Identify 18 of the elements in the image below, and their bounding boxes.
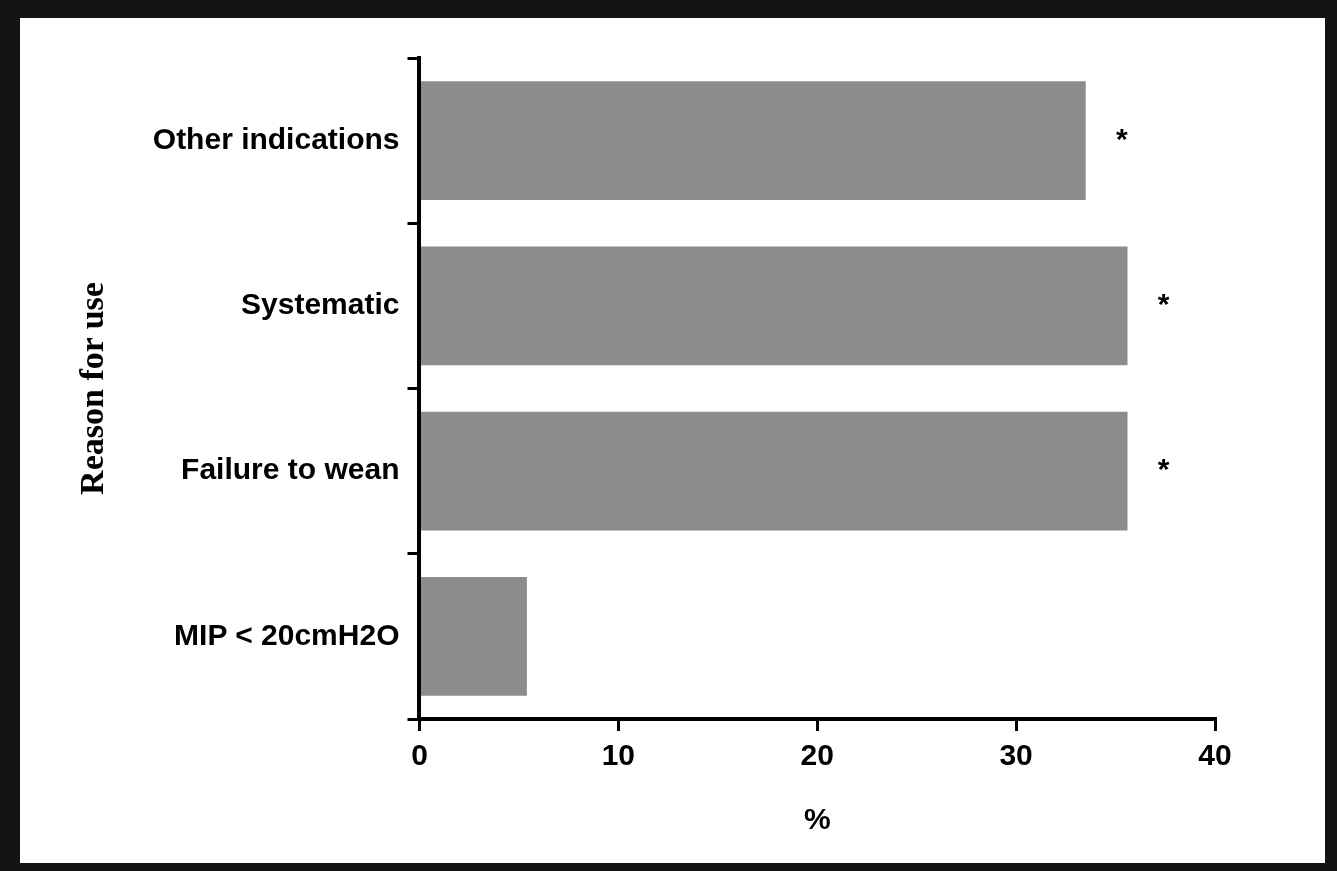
bar bbox=[420, 411, 1128, 531]
y-tick-label: Failure to wean bbox=[181, 452, 400, 486]
y-tick-label: Systematic bbox=[241, 287, 400, 321]
x-tick-label: 20 bbox=[800, 738, 834, 772]
x-tick-label: 40 bbox=[1198, 738, 1232, 772]
annotation: * bbox=[1157, 452, 1170, 486]
annotation: * bbox=[1115, 121, 1128, 155]
x-tick-label: 30 bbox=[999, 738, 1033, 772]
y-tick-label: MIP < 20cmH2O bbox=[174, 617, 400, 651]
x-axis-title: % bbox=[803, 802, 831, 836]
x-tick-label: 0 bbox=[411, 738, 428, 772]
y-axis-title: Reason for use bbox=[73, 282, 111, 495]
annotation: * bbox=[1157, 287, 1170, 321]
x-tick-label: 10 bbox=[601, 738, 636, 772]
bar bbox=[420, 246, 1128, 366]
bar bbox=[420, 81, 1086, 201]
y-tick-label: Other indications bbox=[152, 121, 400, 155]
bar bbox=[420, 576, 527, 696]
